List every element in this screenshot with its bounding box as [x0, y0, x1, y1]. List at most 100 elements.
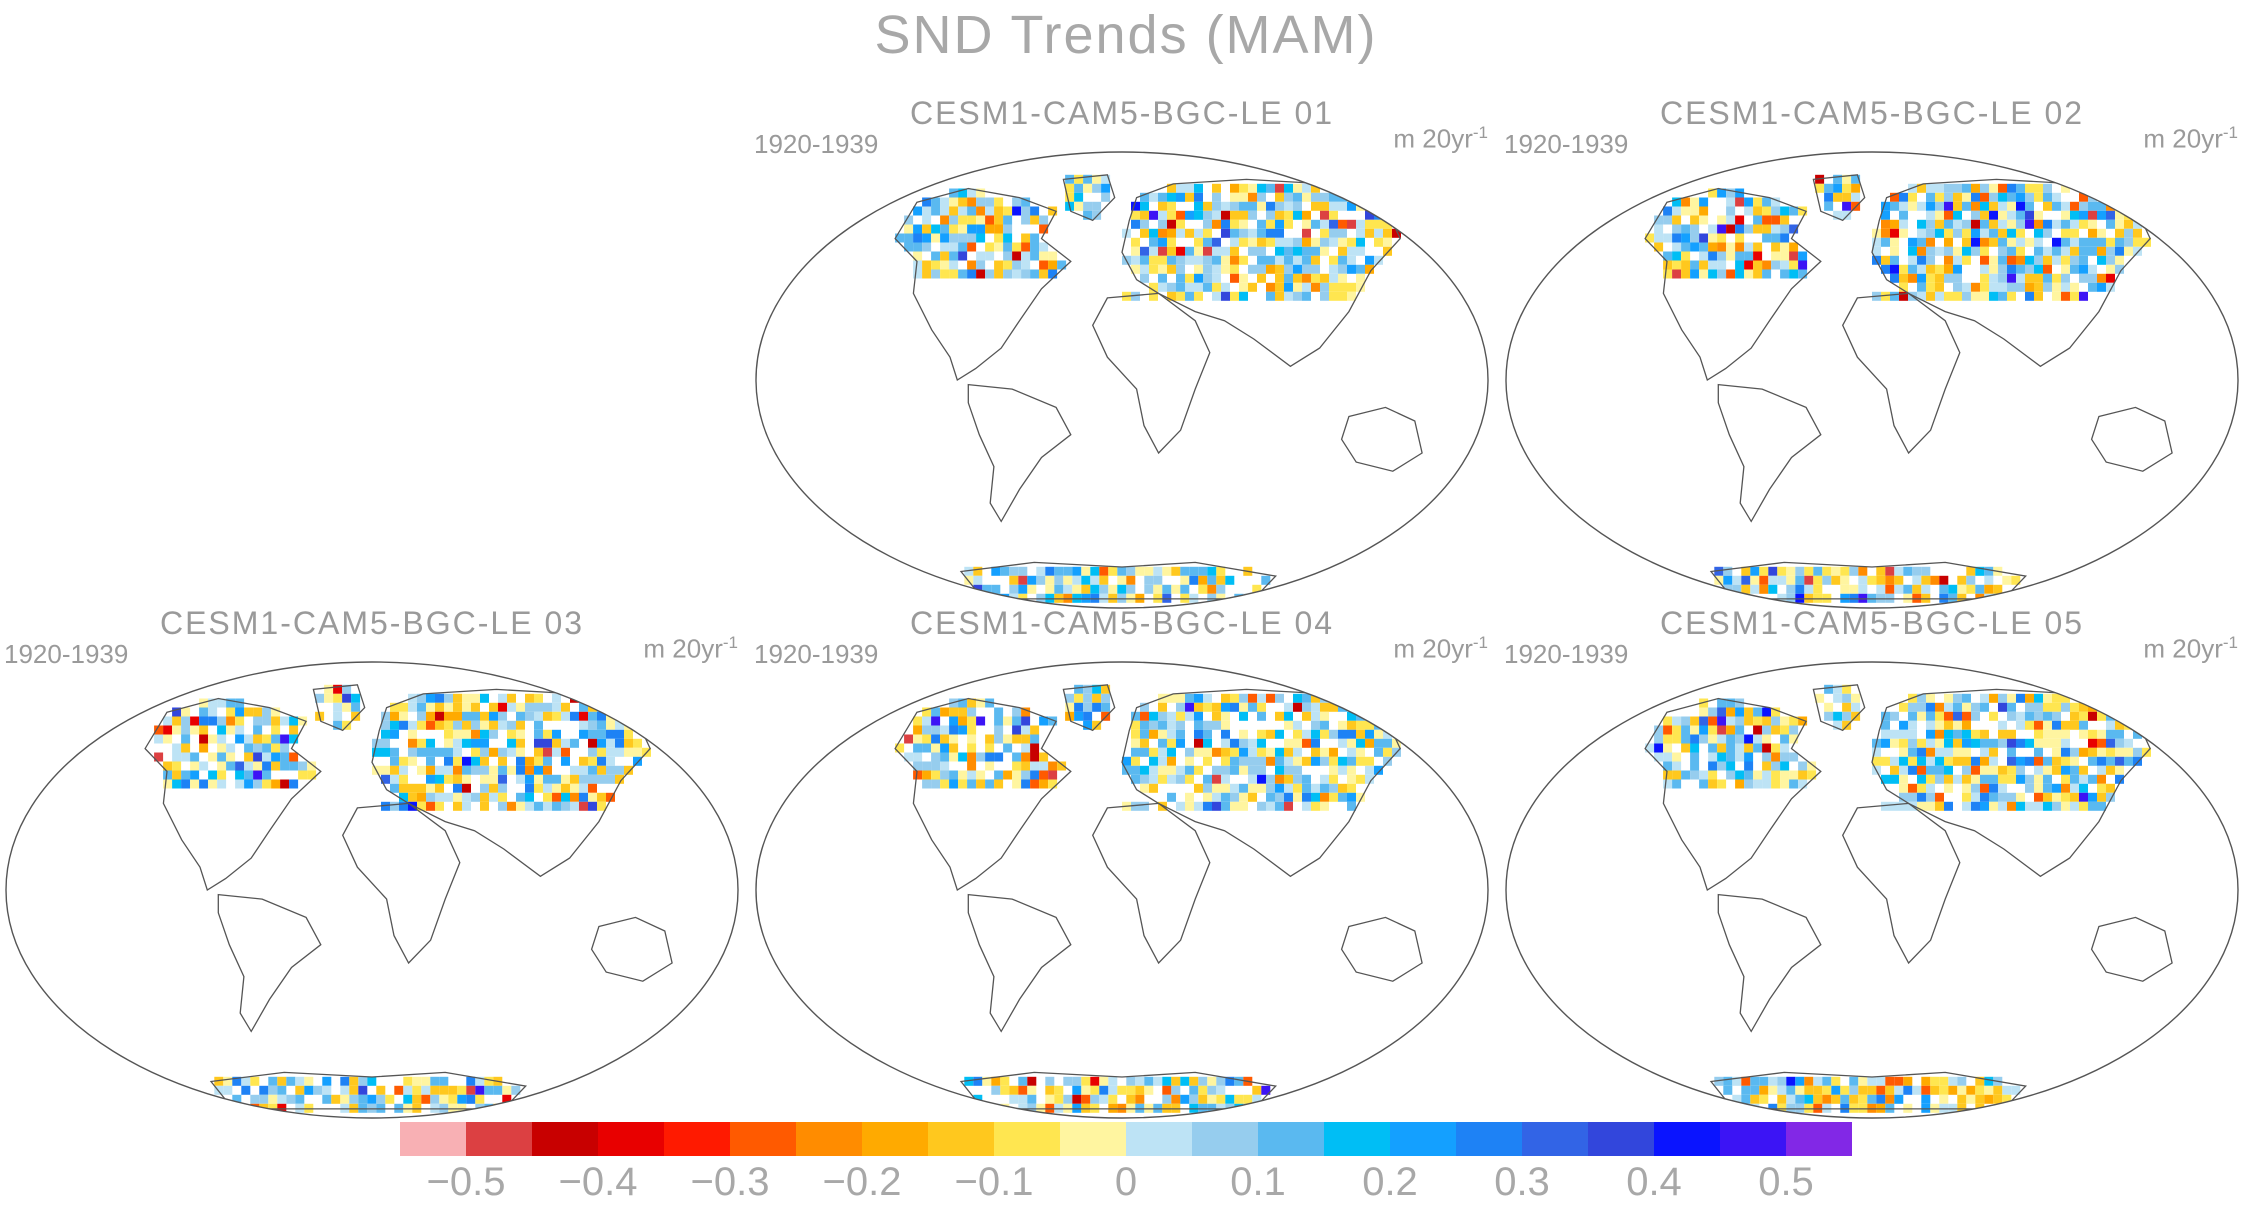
map-border: [755, 661, 1489, 1119]
map-panel-04: CESM1-CAM5-BGC-LE 04 1920-1939 m 20yr-1: [752, 605, 1492, 1125]
coastline-greenland: [1812, 174, 1866, 222]
coastline-north-america: [894, 697, 1072, 891]
map-canvas: [755, 661, 1489, 1119]
colorbar-swatch: [1786, 1122, 1852, 1156]
snow-depth-field: [895, 174, 1401, 603]
panel-period: 1920-1939: [1504, 639, 1629, 669]
colorbar-swatch: [664, 1122, 731, 1156]
colorbar-swatch: [598, 1122, 665, 1156]
coastline-north-america: [1644, 697, 1822, 891]
panel-units: m 20yr-1: [1393, 123, 1488, 154]
colorbar-swatch: [1456, 1122, 1523, 1156]
coastline-antarctica: [959, 561, 1278, 600]
coastline-africa: [1091, 802, 1211, 965]
coastline-australia: [2090, 916, 2173, 982]
coastline-north-america: [894, 187, 1072, 381]
panel-period: 1920-1939: [754, 129, 879, 159]
colorbar-swatch: [862, 1122, 929, 1156]
colorbar-tick-label: 0: [1114, 1160, 1138, 1204]
coastline-south-america: [217, 893, 322, 1033]
panel-title: CESM1-CAM5-BGC-LE 02: [1659, 95, 2085, 131]
coastline-north-america: [144, 697, 322, 891]
colorbar-tick-label: −0.2: [822, 1160, 902, 1204]
colorbar-tick-label: −0.1: [954, 1160, 1034, 1204]
colorbar-swatch: [1324, 1122, 1391, 1156]
map-canvas: [755, 151, 1489, 609]
colorbar-tick-label: 0.4: [1626, 1160, 1682, 1204]
coastline-south-america: [967, 383, 1072, 523]
map-panel-01: CESM1-CAM5-BGC-LE 01 1920-1939 m 20yr-1: [752, 95, 1492, 615]
snow-depth-field: [895, 684, 1401, 1113]
colorbar-swatch: [400, 1122, 467, 1156]
coastline-greenland: [312, 684, 366, 732]
panel-title: CESM1-CAM5-BGC-LE 03: [159, 605, 585, 641]
colorbar-swatch: [1720, 1122, 1787, 1156]
panel-units: m 20yr-1: [2143, 123, 2238, 154]
map-border: [1505, 151, 2239, 609]
panel-units: m 20yr-1: [1393, 633, 1488, 664]
colorbar-tick-label: −0.5: [426, 1160, 506, 1204]
panel-units: m 20yr-1: [2143, 633, 2238, 664]
colorbar-tick-label: 0.1: [1230, 1160, 1286, 1204]
coastline-australia: [590, 916, 673, 982]
colorbar-swatch: [1390, 1122, 1457, 1156]
colorbar-swatch: [928, 1122, 995, 1156]
colorbar-swatch: [532, 1122, 599, 1156]
panel-period: 1920-1939: [4, 639, 129, 669]
colorbar-labels: −0.5 −0.4 −0.3 −0.2 −0.1 0 0.1 0.2 0.3 0.4 0.5: [0, 1160, 2252, 1204]
map-canvas: [5, 661, 739, 1119]
coastline-africa: [1841, 292, 1961, 455]
colorbar-tick-label: −0.3: [690, 1160, 770, 1204]
coastline-south-america: [1717, 893, 1822, 1033]
colorbar-tick-label: 0.5: [1758, 1160, 1814, 1204]
map-canvas: [1505, 151, 2239, 609]
map-panel-03: CESM1-CAM5-BGC-LE 03 1920-1939 m 20yr-1: [2, 605, 742, 1125]
coastline-africa: [341, 802, 461, 965]
map-panel-02: CESM1-CAM5-BGC-LE 02 1920-1939 m 20yr-1: [1502, 95, 2242, 615]
panel-period: 1920-1939: [754, 639, 879, 669]
colorbar-tick-label: 0.3: [1494, 1160, 1550, 1204]
coastline-greenland: [1062, 684, 1116, 732]
snow-depth-field: [1645, 174, 2151, 603]
coastline-antarctica: [1709, 561, 2028, 600]
panel-title: CESM1-CAM5-BGC-LE 01: [909, 95, 1335, 131]
colorbar-tick-label: 0.2: [1362, 1160, 1418, 1204]
coastline-greenland: [1062, 174, 1116, 222]
colorbar-swatch: [1588, 1122, 1655, 1156]
map-border: [755, 151, 1489, 609]
coastline-south-america: [967, 893, 1072, 1033]
colorbar-swatch: [730, 1122, 797, 1156]
colorbar-swatch: [1060, 1122, 1127, 1156]
coastline-africa: [1091, 292, 1211, 455]
panel-title: CESM1-CAM5-BGC-LE 05: [1659, 605, 2085, 641]
colorbar-swatch: [994, 1122, 1061, 1156]
panel-period: 1920-1939: [1504, 129, 1629, 159]
snow-depth-field: [154, 684, 651, 1113]
colorbar-tick-label: −0.4: [558, 1160, 638, 1204]
colorbar-swatch: [796, 1122, 863, 1156]
figure-title: SND Trends (MAM): [874, 5, 1378, 65]
colorbar-swatch: [466, 1122, 533, 1156]
coastline-antarctica: [209, 1071, 528, 1110]
coastline-australia: [1340, 916, 1423, 982]
coastline-north-america: [1644, 187, 1822, 381]
map-border: [1505, 661, 2239, 1119]
map-border: [5, 661, 739, 1119]
panel-title: CESM1-CAM5-BGC-LE 04: [909, 605, 1335, 641]
map-canvas: [1505, 661, 2239, 1119]
colorbar: [400, 1122, 1852, 1156]
coastline-south-america: [1717, 383, 1822, 523]
panel-units: m 20yr-1: [643, 633, 738, 664]
coastline-australia: [2090, 406, 2173, 472]
colorbar-swatch: [1522, 1122, 1589, 1156]
coastline-africa: [1841, 802, 1961, 965]
coastline-antarctica: [959, 1071, 1278, 1110]
map-panel-05: CESM1-CAM5-BGC-LE 05 1920-1939 m 20yr-1: [1502, 605, 2242, 1125]
colorbar-swatch: [1192, 1122, 1259, 1156]
coastline-antarctica: [1709, 1071, 2028, 1110]
colorbar-swatch: [1654, 1122, 1721, 1156]
snow-depth-field: [1645, 684, 2151, 1113]
coastline-australia: [1340, 406, 1423, 472]
coastline-greenland: [1812, 684, 1866, 732]
colorbar-swatch: [1126, 1122, 1193, 1156]
